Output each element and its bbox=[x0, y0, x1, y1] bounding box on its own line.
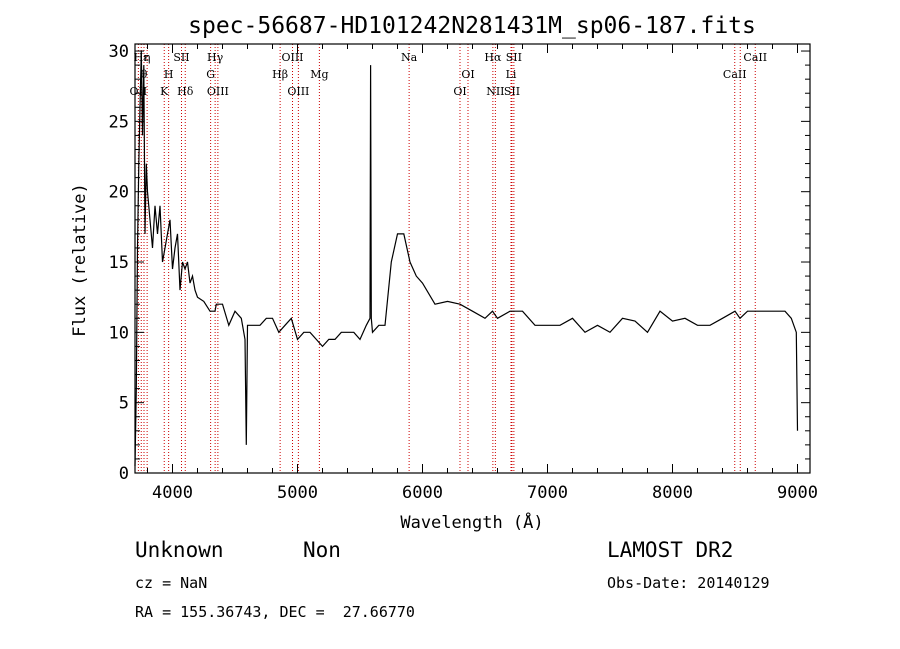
line-label: OI bbox=[461, 68, 474, 81]
line-label: Hδ bbox=[177, 85, 194, 98]
y-tick-label: 30 bbox=[109, 42, 129, 62]
line-label: G bbox=[206, 68, 215, 81]
line-label: OIII bbox=[207, 85, 229, 98]
line-label: K bbox=[160, 85, 169, 98]
y-tick-label: 15 bbox=[109, 253, 129, 273]
ra-dec: RA = 155.36743, DEC = 27.66770 bbox=[135, 603, 415, 621]
x-tick-label: 8000 bbox=[652, 483, 693, 503]
line-label: CaII bbox=[723, 68, 747, 81]
y-tick-label: 25 bbox=[109, 112, 129, 132]
spectral-line-markers bbox=[137, 44, 756, 473]
line-label: Hγ bbox=[207, 51, 224, 64]
line-label: SII bbox=[173, 51, 189, 64]
y-axis-label: Flux (relative) bbox=[70, 183, 90, 337]
line-label: OIII bbox=[287, 85, 309, 98]
line-label: Hα bbox=[484, 51, 502, 64]
x-axis-label: Wavelength (Å) bbox=[400, 511, 543, 533]
x-tick-label: 6000 bbox=[402, 483, 443, 503]
plot-frame bbox=[134, 43, 811, 474]
y-axis-ticks: 0 5 10 15 20 25 30 bbox=[109, 42, 810, 484]
line-label: η bbox=[144, 51, 151, 64]
line-label: CaII bbox=[743, 51, 767, 64]
line-label: Hβ bbox=[272, 68, 288, 81]
y-tick-label: 5 bbox=[119, 394, 129, 414]
line-label: Na bbox=[401, 51, 418, 64]
line-label: H bbox=[164, 68, 174, 81]
line-label: OIII bbox=[281, 51, 303, 64]
survey-label: LAMOST DR2 bbox=[607, 538, 734, 562]
object-subclass: Non bbox=[303, 538, 341, 562]
spectrum-series-line bbox=[134, 50, 799, 467]
line-label: NII bbox=[486, 85, 504, 98]
spectral-line-labels: OIIHεθηKHSIIHδHγGOIIIOIIIHβOIIIMgNaOIOIH… bbox=[130, 51, 768, 98]
obs-date: Obs-Date: 20140129 bbox=[607, 574, 770, 592]
y-tick-label: 0 bbox=[119, 464, 129, 484]
x-tick-label: 7000 bbox=[527, 483, 568, 503]
line-label: Mg bbox=[310, 68, 328, 81]
cz-value: cz = NaN bbox=[135, 574, 208, 592]
x-axis-ticks: 4000 5000 6000 7000 8000 9000 bbox=[147, 44, 818, 503]
x-tick-label: 9000 bbox=[777, 483, 818, 503]
line-label: Li bbox=[506, 68, 517, 81]
line-label: OI bbox=[453, 85, 466, 98]
line-label: SII bbox=[504, 85, 520, 98]
line-label: SII bbox=[506, 51, 522, 64]
x-tick-label: 5000 bbox=[277, 483, 318, 503]
y-tick-label: 20 bbox=[109, 183, 129, 203]
chart-title: spec-56687-HD101242N281431M_sp06-187.fit… bbox=[188, 13, 756, 39]
y-tick-label: 10 bbox=[109, 323, 129, 343]
object-class: Unknown bbox=[135, 538, 224, 562]
x-tick-label: 4000 bbox=[152, 483, 193, 503]
